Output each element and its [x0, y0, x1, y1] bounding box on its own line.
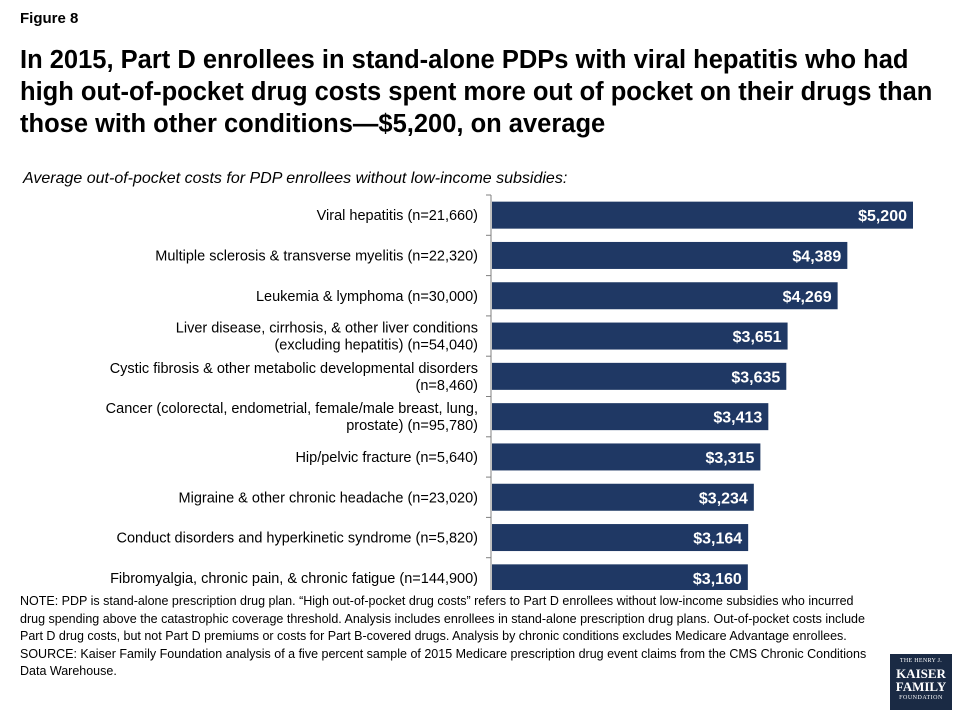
bar — [492, 443, 761, 471]
kff-logo: THE HENRY J. KAISER FAMILY FOUNDATION — [890, 654, 952, 710]
bar — [492, 362, 787, 390]
bar-value-label: $4,389 — [792, 248, 841, 265]
notes-section: NOTE: PDP is stand-alone prescription dr… — [20, 593, 880, 681]
source-text: SOURCE: Kaiser Family Foundation analysi… — [20, 646, 867, 679]
figure-label: Figure 8 — [20, 10, 79, 27]
category-label: Conduct disorders and hyperkinetic syndr… — [117, 531, 479, 547]
bar-value-label: $3,651 — [733, 329, 782, 346]
category-label: Liver disease, cirrhosis, & other liver … — [176, 321, 478, 354]
bar — [492, 282, 838, 310]
bar-chart: $5,200 Viral hepatitis (n=21,660) $4,389 Mu… — [106, 194, 913, 590]
category-label: Viral hepatitis (n=21,660) — [317, 208, 478, 224]
bar-value-label: $3,160 — [693, 571, 742, 588]
note-text: NOTE: PDP is stand-alone prescription dr… — [20, 594, 865, 643]
bar-value-label: $3,164 — [693, 531, 742, 548]
category-label: Cystic fibrosis & other metabolic develo… — [110, 361, 478, 394]
bar-value-label: $3,635 — [731, 369, 780, 386]
bar — [492, 524, 749, 552]
bar — [492, 403, 769, 431]
category-label: Migraine & other chronic headache (n=23,… — [179, 490, 478, 506]
bar — [492, 241, 848, 269]
chart-subtitle: Average out-of-pocket costs for PDP enro… — [23, 170, 568, 187]
bar-value-label: $3,315 — [705, 450, 754, 467]
bar-value-label: $3,234 — [699, 490, 748, 507]
bar-value-label: $4,269 — [783, 289, 832, 306]
category-label: Multiple sclerosis & transverse myelitis… — [155, 248, 478, 264]
bar-value-label: $5,200 — [858, 208, 907, 225]
bar — [492, 483, 754, 511]
category-label: Leukemia & lymphoma (n=30,000) — [256, 289, 478, 305]
bar — [492, 564, 748, 590]
category-label: Fibromyalgia, chronic pain, & chronic fa… — [110, 571, 478, 587]
chart-title: In 2015, Part D enrollees in stand-alone… — [20, 46, 933, 138]
bar-value-label: $3,413 — [713, 410, 762, 427]
category-label: Hip/pelvic fracture (n=5,640) — [295, 450, 478, 466]
bar — [492, 322, 788, 350]
bar — [492, 201, 913, 229]
category-label: Cancer (colorectal, endometrial, female/… — [106, 401, 478, 434]
